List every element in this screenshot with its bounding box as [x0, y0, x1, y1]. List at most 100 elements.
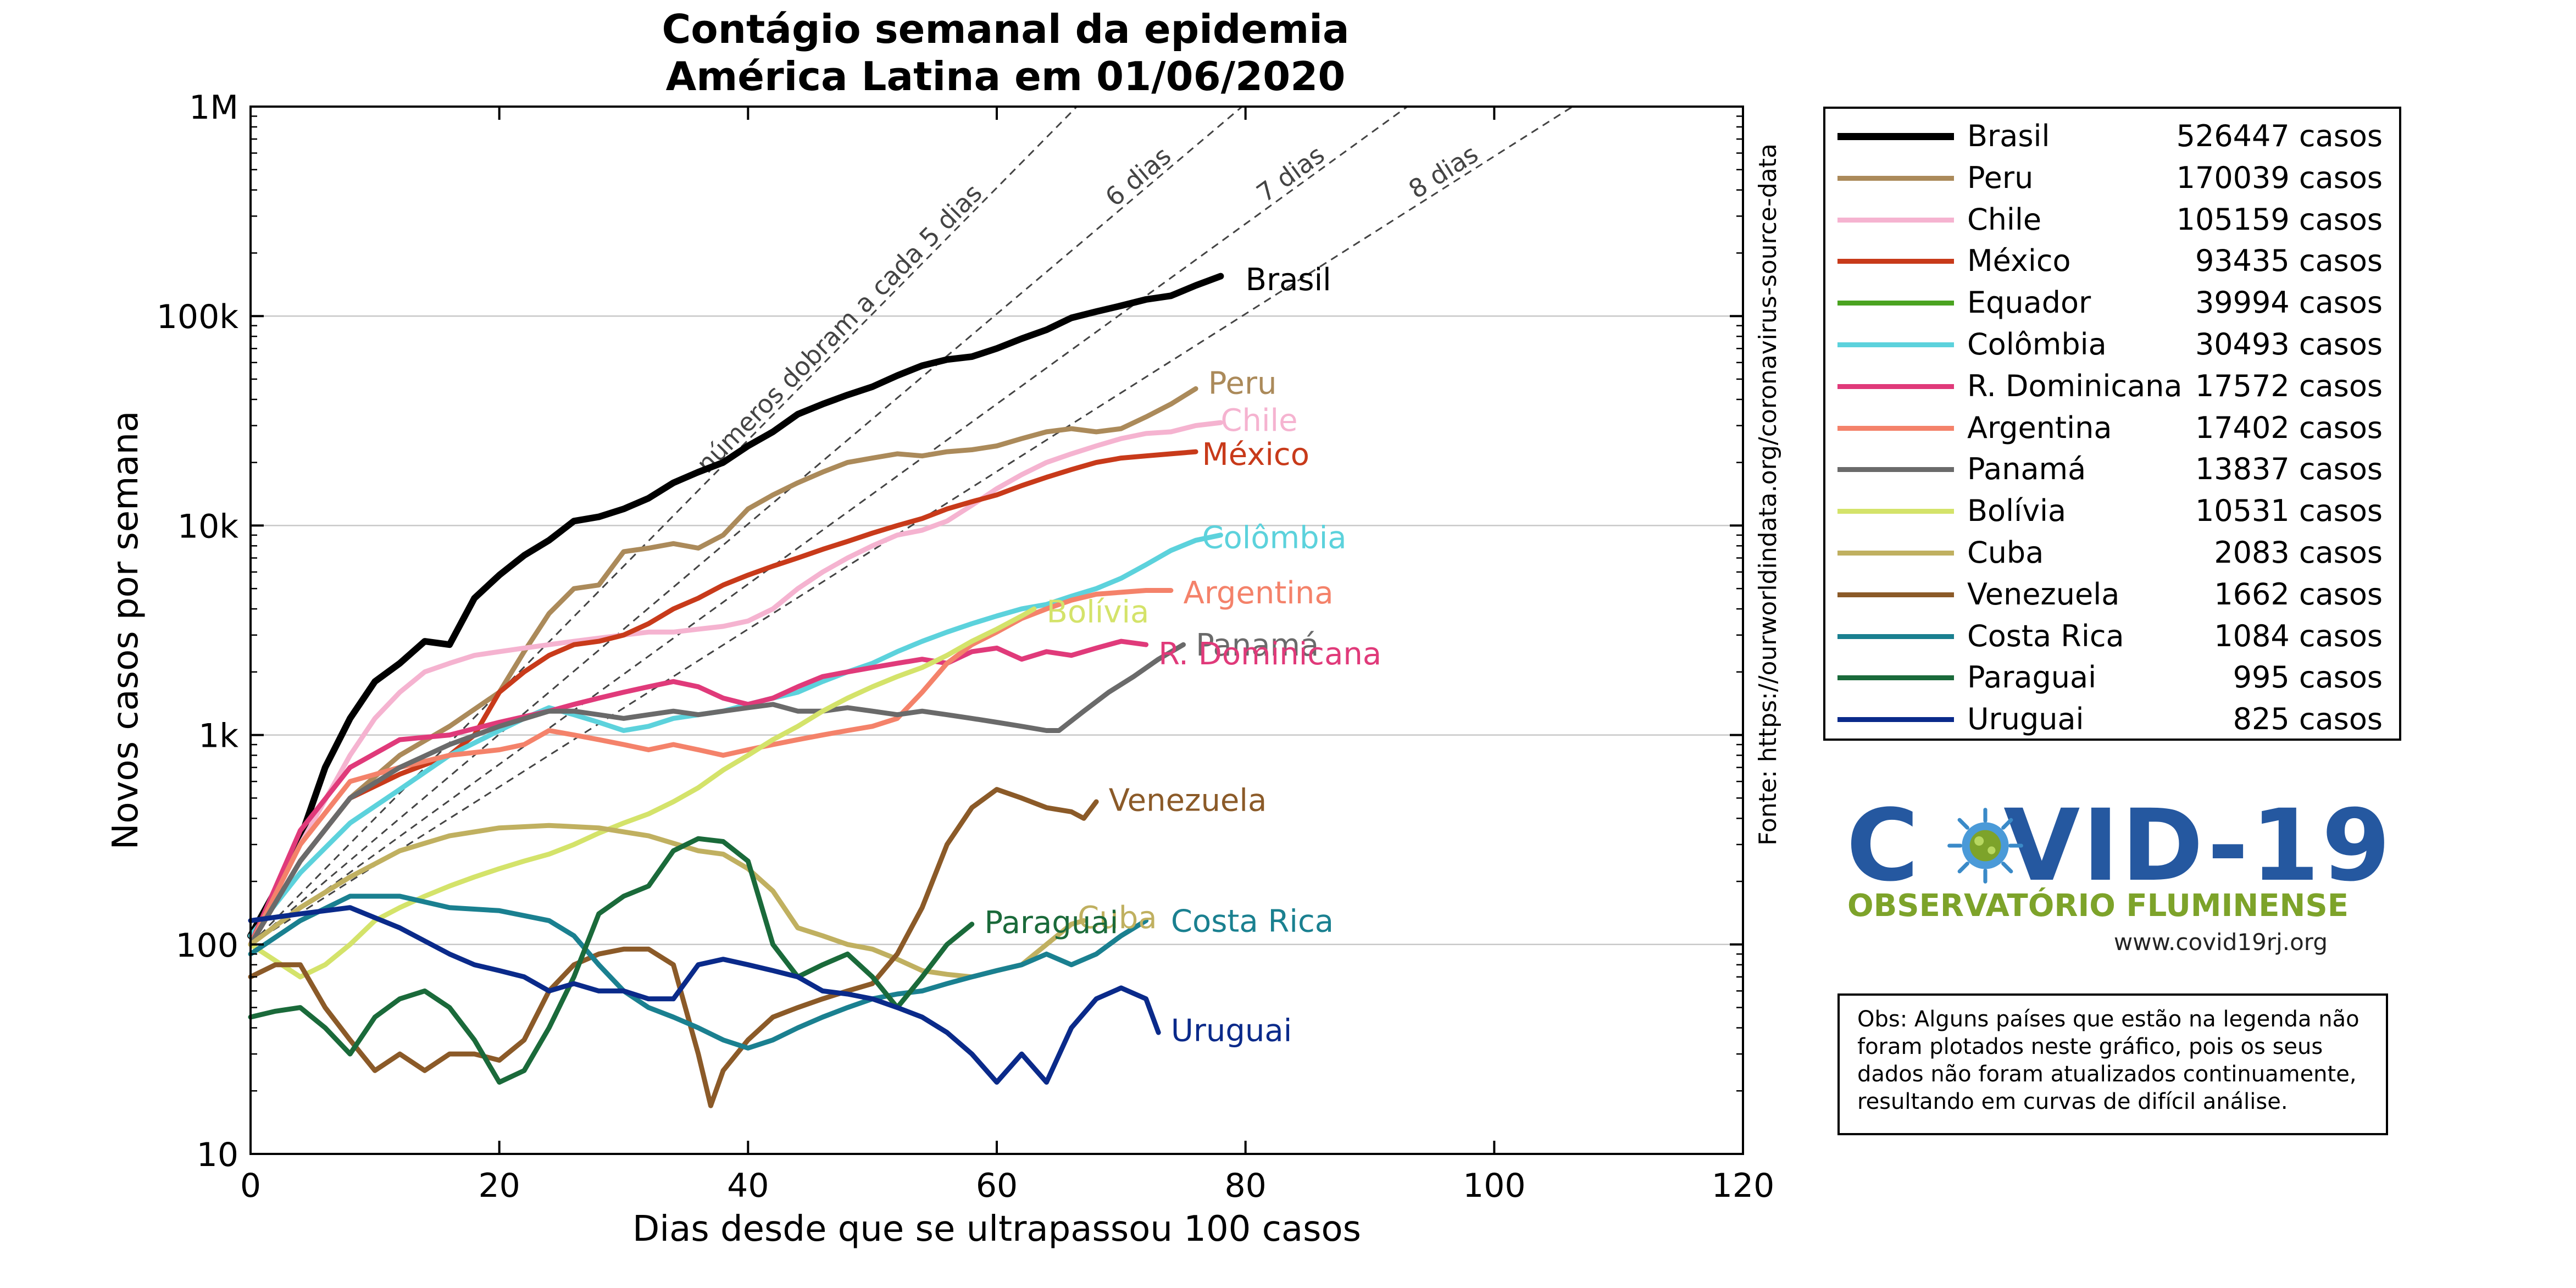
x-tick-label: 100 — [1463, 1167, 1526, 1205]
legend-series-cases: 825 casos — [2233, 702, 2383, 737]
virus-icon — [1947, 808, 2023, 884]
legend-swatch — [1837, 217, 1954, 223]
legend-entry: Argentina 17402 casos — [1825, 407, 2399, 449]
series-lines — [247, 273, 1224, 1108]
legend-swatch — [1837, 592, 1954, 597]
series-line — [248, 449, 1198, 947]
series-line — [248, 787, 1099, 1108]
y-tick-label: 10 — [197, 1136, 238, 1174]
y-tick-label: 1k — [198, 717, 238, 756]
series-end-label: Costa Rica — [1171, 903, 1334, 939]
legend-series-cases: 105159 casos — [2176, 202, 2383, 237]
legend-series-cases: 10531 casos — [2195, 493, 2383, 529]
logo-title-right: VID-19 — [2003, 789, 2393, 903]
note-line-1: Obs: Alguns países que estão na legenda … — [1857, 1007, 2360, 1032]
logo-title-left: C — [1846, 789, 1922, 903]
legend-entry: Panamá 13837 casos — [1825, 448, 2399, 490]
legend-entry: Paraguai 995 casos — [1825, 657, 2399, 698]
legend-swatch — [1837, 175, 1954, 181]
legend-series-name: Equador — [1967, 285, 2091, 320]
legend-series-name: Costa Rica — [1967, 618, 2124, 653]
x-tick-label: 40 — [727, 1167, 769, 1205]
series-end-label: Argentina — [1184, 575, 1334, 611]
gridlines — [251, 315, 1743, 946]
x-tick-label: 0 — [240, 1167, 261, 1205]
series-line — [248, 836, 975, 1085]
axis-ticks: 10 100 1k 10k 100k 1M 0 20 40 60 80 100 120 — [157, 88, 1775, 1205]
series-end-label: Bolívia — [1047, 594, 1150, 630]
legend-series-name: Venezuela — [1967, 576, 2120, 612]
legend-series-cases: 1662 casos — [2214, 576, 2383, 612]
legend-series-cases: 93435 casos — [2195, 243, 2383, 279]
y-tick-label: 1M — [189, 88, 238, 127]
doubling-line-label: 7 dias — [1251, 140, 1330, 208]
legend-swatch — [1837, 717, 1954, 723]
y-tick-label: 100k — [157, 298, 239, 336]
y-tick-label: 10k — [177, 507, 238, 546]
legend-series-cases: 17572 casos — [2195, 368, 2383, 403]
legend-series-name: Uruguai — [1967, 702, 2084, 737]
legend-entry: Bolívia 10531 casos — [1825, 490, 2399, 532]
legend-series-cases: 13837 casos — [2195, 452, 2383, 487]
series-line — [248, 588, 1174, 947]
legend-entry: México 93435 casos — [1825, 240, 2399, 282]
doubling-line — [250, 106, 1408, 946]
legend-entry: Costa Rica 1084 casos — [1825, 615, 2399, 657]
legend-series-name: Brasil — [1967, 119, 2050, 153]
legend-swatch — [1837, 133, 1954, 140]
legend-swatch — [1837, 551, 1954, 556]
legend-series-cases: 30493 casos — [2195, 327, 2383, 362]
y-tick-label: 100 — [175, 926, 238, 965]
series-end-label: Panamá — [1196, 628, 1319, 663]
logo-subtitle: OBSERVATÓRIO FLUMINENSE — [1847, 888, 2349, 924]
note-box: Obs: Alguns países que estão na legenda … — [1837, 993, 2388, 1135]
series-end-label: R. Dominicana — [1158, 636, 1381, 672]
legend-swatch — [1837, 675, 1954, 681]
series-end-label: Uruguai — [1171, 1013, 1292, 1049]
x-tick-label: 60 — [976, 1167, 1018, 1205]
logo-url: www.covid19rj.org — [2113, 929, 2328, 956]
legend-swatch — [1837, 384, 1954, 389]
legend-series-cases: 39994 casos — [2195, 285, 2383, 320]
legend-series-name: Panamá — [1967, 452, 2086, 487]
covid19-logo: C VID-19 OBSERVATÓRIO FLUMINENSE www.covi… — [1846, 797, 2390, 962]
y-axis-label: Novos casos por semana — [106, 411, 146, 850]
legend-series-name: Chile — [1967, 202, 2042, 237]
series-line — [248, 893, 1149, 1051]
series-line — [248, 639, 1149, 947]
legend-series-name: Paraguai — [1967, 660, 2097, 695]
note-line-2: foram plotados neste gráfico, pois os se… — [1857, 1034, 2323, 1059]
legend-swatch — [1837, 425, 1954, 431]
doubling-line — [249, 106, 1078, 945]
logo-title: C VID-19 — [1846, 797, 2392, 896]
series-end-label: Peru — [1208, 366, 1277, 402]
series-line — [248, 823, 1086, 980]
series-end-label: Brasil — [1246, 262, 1331, 298]
series-line — [248, 420, 1223, 947]
legend: Brasil 526447 casos Peru 170039 casos Chile 1… — [1823, 107, 2401, 741]
series-line — [248, 386, 1198, 947]
legend-swatch — [1837, 342, 1954, 347]
doubling-line-label: 6 dias — [1100, 141, 1176, 212]
series-end-label: Colômbia — [1202, 520, 1346, 556]
legend-series-name: Peru — [1967, 160, 2034, 195]
legend-series-cases: 995 casos — [2233, 660, 2383, 695]
series-line — [248, 905, 1161, 1085]
legend-entry: Colômbia 30493 casos — [1825, 324, 2399, 365]
series-end-label: Chile — [1220, 403, 1297, 438]
legend-entry: R. Dominicana 17572 casos — [1825, 365, 2399, 407]
legend-entry: Venezuela 1662 casos — [1825, 574, 2399, 615]
legend-series-cases: 1084 casos — [2214, 618, 2383, 653]
chart-title-line-1: Contágio semanal da epidemia — [662, 6, 1349, 52]
legend-series-cases: 170039 casos — [2176, 160, 2383, 195]
legend-swatch — [1837, 634, 1954, 639]
legend-swatch — [1837, 259, 1954, 264]
legend-entry: Uruguai 825 casos — [1825, 698, 2399, 740]
doubling-line — [250, 106, 1243, 945]
legend-entry: Brasil 526447 casos — [1825, 115, 2399, 157]
note-line-3: dados não foram atualizados continuament… — [1857, 1062, 2357, 1087]
legend-series-name: R. Dominicana — [1967, 368, 2183, 403]
series-line — [247, 273, 1224, 939]
